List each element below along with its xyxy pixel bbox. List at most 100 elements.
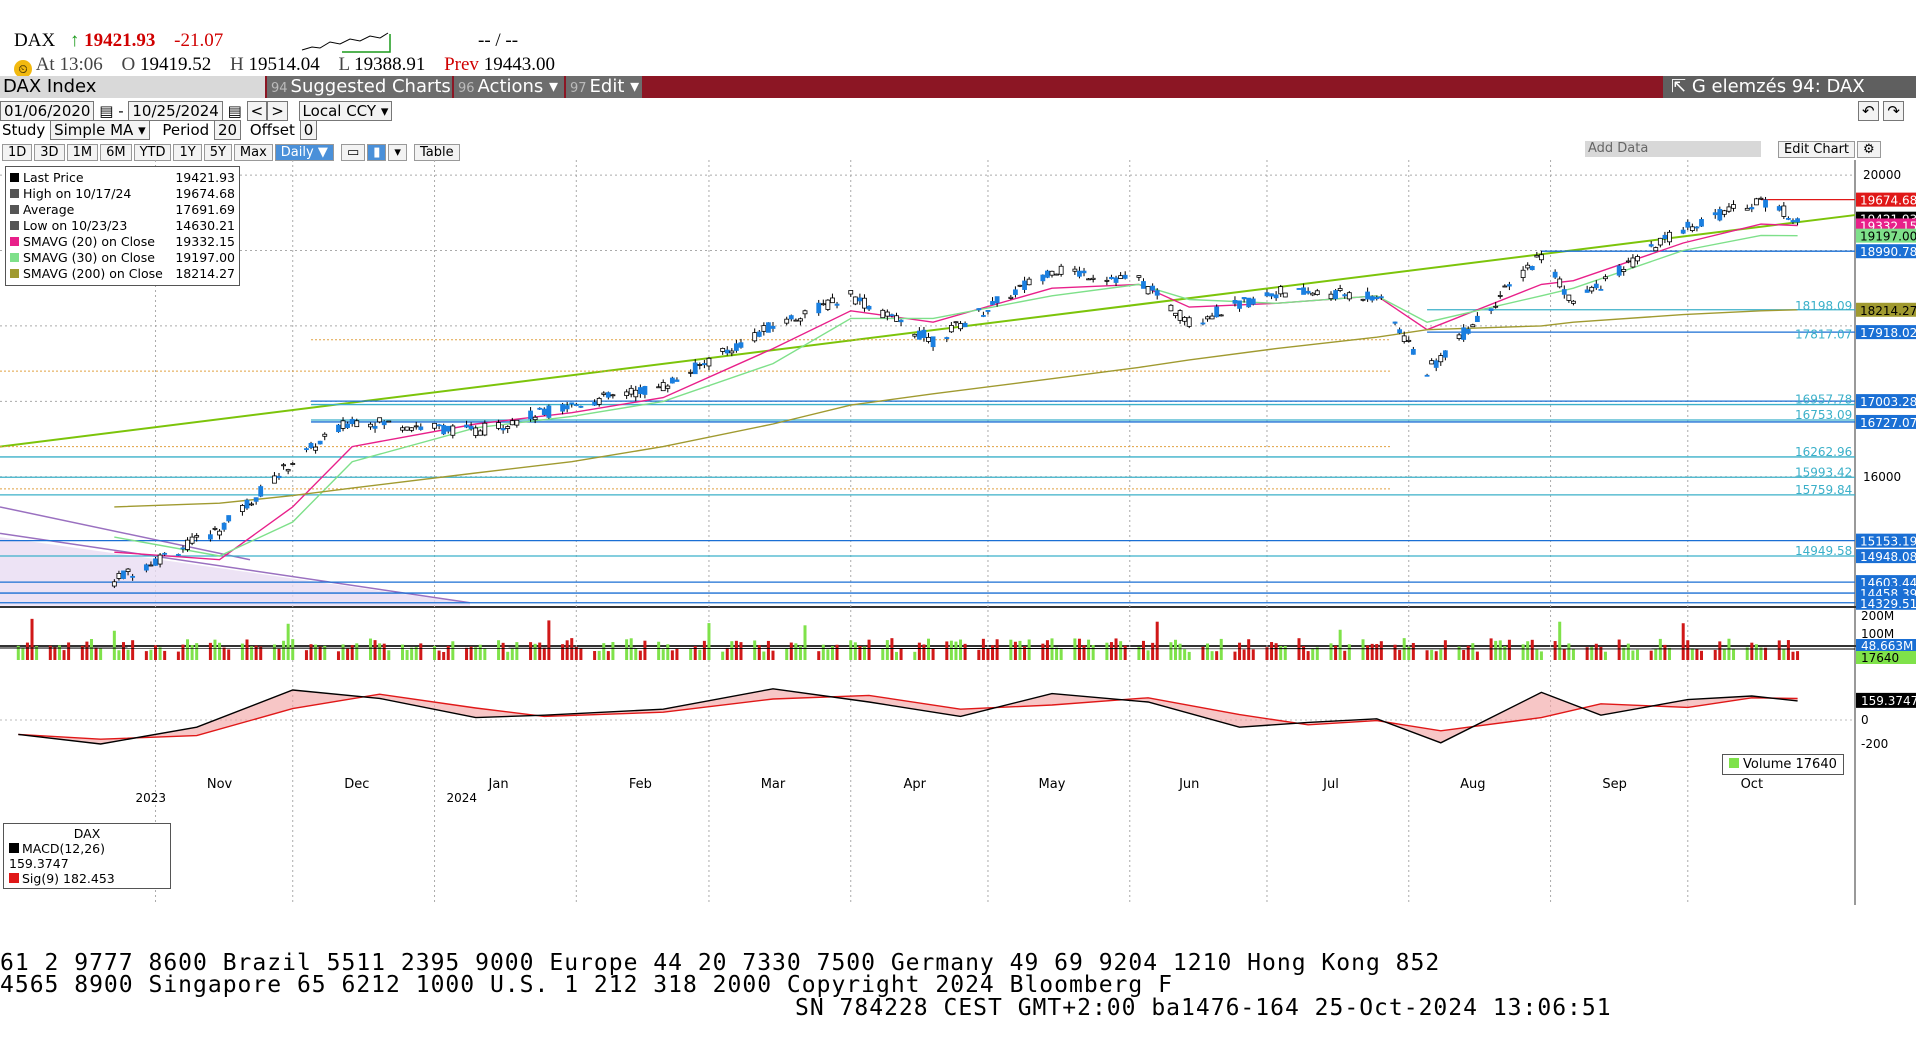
- period-button-1d[interactable]: 1D: [2, 144, 33, 161]
- candle-body: [1593, 283, 1599, 289]
- year-label: 2023: [135, 791, 166, 805]
- period-input[interactable]: 20: [213, 120, 242, 140]
- volume-bar: [1599, 646, 1603, 660]
- volume-bar: [570, 638, 574, 660]
- volume-bar: [826, 649, 830, 660]
- volume-bar: [917, 642, 921, 660]
- volume-bar: [1375, 644, 1379, 660]
- volume-bar: [277, 648, 281, 660]
- volume-bar: [1635, 649, 1639, 660]
- calendar-icon[interactable]: ▤: [99, 102, 114, 120]
- period-button-1m[interactable]: 1M: [66, 144, 99, 161]
- legend-value: 14630.21: [175, 218, 235, 233]
- price-tag-bg: [1856, 192, 1916, 207]
- volume-bar: [1379, 641, 1383, 660]
- volume-bar: [1786, 640, 1790, 660]
- frequency-select[interactable]: Daily ▼: [274, 144, 334, 161]
- candle-body: [386, 420, 392, 423]
- volume-bar: [1562, 648, 1566, 660]
- volume-tick-label: 100M: [1861, 627, 1894, 641]
- candle-body: [912, 333, 918, 337]
- edit-chart-button[interactable]: Edit Chart: [1778, 141, 1856, 158]
- volume-bar: [1114, 638, 1118, 660]
- volume-bar: [1073, 638, 1077, 660]
- volume-bar: [1251, 649, 1255, 660]
- volume-bar: [410, 647, 414, 660]
- candle-body: [766, 322, 771, 333]
- security-field[interactable]: DAX Index: [0, 76, 265, 98]
- volume-bar: [190, 645, 194, 660]
- volume-bar: [1622, 647, 1626, 660]
- period-button-3d[interactable]: 3D: [34, 144, 65, 161]
- period-button-5y[interactable]: 5Y: [203, 144, 232, 161]
- volume-bar: [323, 645, 327, 660]
- price-tag-bg: [1856, 595, 1916, 610]
- edit-button[interactable]: 97 Edit ▾: [566, 76, 642, 98]
- volume-bar: [378, 643, 382, 660]
- volume-swatch: [1729, 758, 1739, 768]
- date-range-row: 01/06/2020 ▤ - 10/25/2024 ▤ < > Local CCY…: [0, 101, 393, 121]
- quote-header-line1: DAX ↑ 19421.93 -21.07: [14, 30, 223, 52]
- candle-style-icon[interactable]: ▮: [367, 144, 387, 161]
- prev-period-button[interactable]: <: [246, 101, 268, 121]
- candle-body: [994, 296, 1000, 304]
- macd-label: MACD(12,26): [22, 841, 106, 856]
- volume-bar: [739, 642, 743, 660]
- volume-bar: [1503, 646, 1507, 660]
- intraday-bar-icon: [342, 34, 391, 53]
- volume-bar: [1535, 649, 1539, 660]
- footer-line-1: 61 2 9777 8600 Brazil 5511 2395 9000 Eur…: [0, 950, 1441, 976]
- candle-body: [1246, 297, 1252, 308]
- volume-bar: [1270, 642, 1274, 660]
- candle-body: [1072, 268, 1078, 272]
- study-value: Simple MA: [54, 121, 134, 139]
- candle-body: [1328, 293, 1334, 300]
- chart-style-icon[interactable]: ▭: [340, 144, 366, 161]
- candle-body: [1168, 304, 1174, 312]
- chart-title-tab[interactable]: ⇱ G elemzés 94: DAX chart: [1663, 76, 1916, 119]
- period-button-max[interactable]: Max: [233, 144, 273, 161]
- period-button-ytd[interactable]: YTD: [133, 144, 172, 161]
- add-data-input[interactable]: Add Data: [1585, 141, 1761, 157]
- candle-body: [564, 405, 570, 410]
- candle-body: [1442, 350, 1448, 358]
- candle-body: [1410, 349, 1416, 355]
- offset-input[interactable]: 0: [299, 120, 318, 140]
- style-dropdown-icon[interactable]: ▾: [388, 144, 407, 161]
- volume-bar: [1238, 642, 1242, 660]
- chart-settings-icon[interactable]: ⚙: [1857, 141, 1881, 158]
- volume-bar: [510, 648, 514, 660]
- period-button-1y[interactable]: 1Y: [173, 144, 202, 161]
- price-tag-label: 19674.68: [1860, 194, 1916, 208]
- volume-bar: [1215, 651, 1219, 660]
- volume-bar: [1571, 649, 1575, 660]
- candle-body: [1200, 322, 1206, 325]
- table-button[interactable]: Table: [414, 144, 460, 161]
- study-select[interactable]: Simple MA ▾: [50, 120, 150, 140]
- volume-bar: [1311, 648, 1315, 660]
- currency-select[interactable]: Local CCY ▾: [298, 101, 393, 121]
- start-date-input[interactable]: 01/06/2020: [0, 101, 95, 121]
- frequency-value: Daily: [280, 145, 314, 160]
- candle-body: [528, 410, 533, 420]
- volume-bar: [1366, 645, 1370, 660]
- volume-bar: [579, 648, 583, 660]
- redo-icon[interactable]: ↷: [1883, 101, 1904, 121]
- macd-legend-title: DAX: [73, 826, 101, 841]
- undo-icon[interactable]: ↶: [1858, 101, 1879, 121]
- end-date-input[interactable]: 10/25/2024: [128, 101, 223, 121]
- period-button-6m[interactable]: 6M: [100, 144, 132, 161]
- volume-bar: [62, 650, 66, 660]
- candle-body: [1397, 329, 1403, 334]
- candle-body: [1502, 285, 1508, 288]
- actions-button[interactable]: 96 Actions ▾: [454, 76, 564, 98]
- candle-body: [482, 422, 488, 436]
- calendar-icon[interactable]: ▤: [227, 102, 242, 120]
- volume-bar: [1169, 642, 1173, 660]
- next-period-button[interactable]: >: [267, 101, 288, 121]
- candle-body: [1214, 306, 1220, 318]
- candle-body: [1763, 199, 1768, 208]
- volume-bar: [771, 650, 775, 660]
- volume-bar: [881, 648, 885, 660]
